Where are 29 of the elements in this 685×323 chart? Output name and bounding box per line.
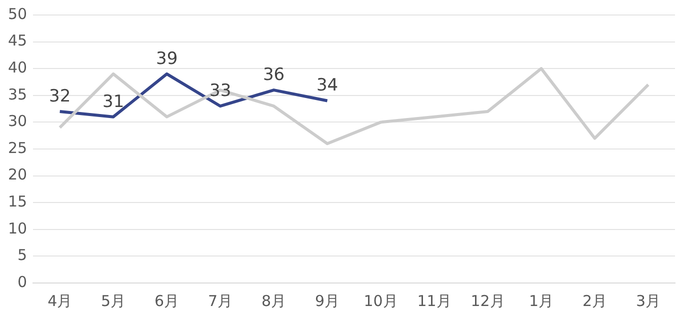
y-tick-label: 15: [8, 192, 28, 210]
y-tick-label: 5: [18, 246, 28, 264]
x-tick-label: 3月: [636, 292, 661, 310]
x-tick-label: 11月: [417, 292, 452, 310]
y-tick-label: 30: [8, 112, 28, 130]
x-tick-label: 1月: [528, 292, 554, 310]
x-tick-label: 10月: [364, 292, 398, 310]
x-tick-label: 5月: [101, 292, 126, 310]
y-tick-label: 35: [8, 85, 28, 104]
y-tick-label: 20: [8, 166, 28, 184]
x-tick-label: 4月: [48, 292, 72, 310]
y-tick-label: 25: [8, 138, 28, 157]
x-tick-label: 8月: [262, 292, 286, 310]
x-tick-label: 6月: [154, 292, 180, 310]
x-tick-label: 7月: [208, 292, 233, 310]
y-tick-label: 40: [8, 58, 28, 76]
y-tick-label: 0: [18, 272, 28, 291]
data-label: 36: [262, 64, 285, 85]
x-tick-label: 2月: [582, 292, 608, 310]
data-label: 31: [102, 92, 124, 112]
y-tick-label: 50: [8, 4, 28, 23]
data-label: 39: [156, 48, 178, 69]
data-label: 32: [49, 86, 71, 106]
y-tick-label: 10: [8, 219, 28, 238]
data-label: 34: [316, 76, 338, 96]
x-tick-label: 9月: [315, 292, 340, 310]
data-label: 33: [209, 81, 232, 102]
y-tick-label: 45: [8, 32, 28, 50]
x-tick-label: 12月: [470, 292, 505, 310]
